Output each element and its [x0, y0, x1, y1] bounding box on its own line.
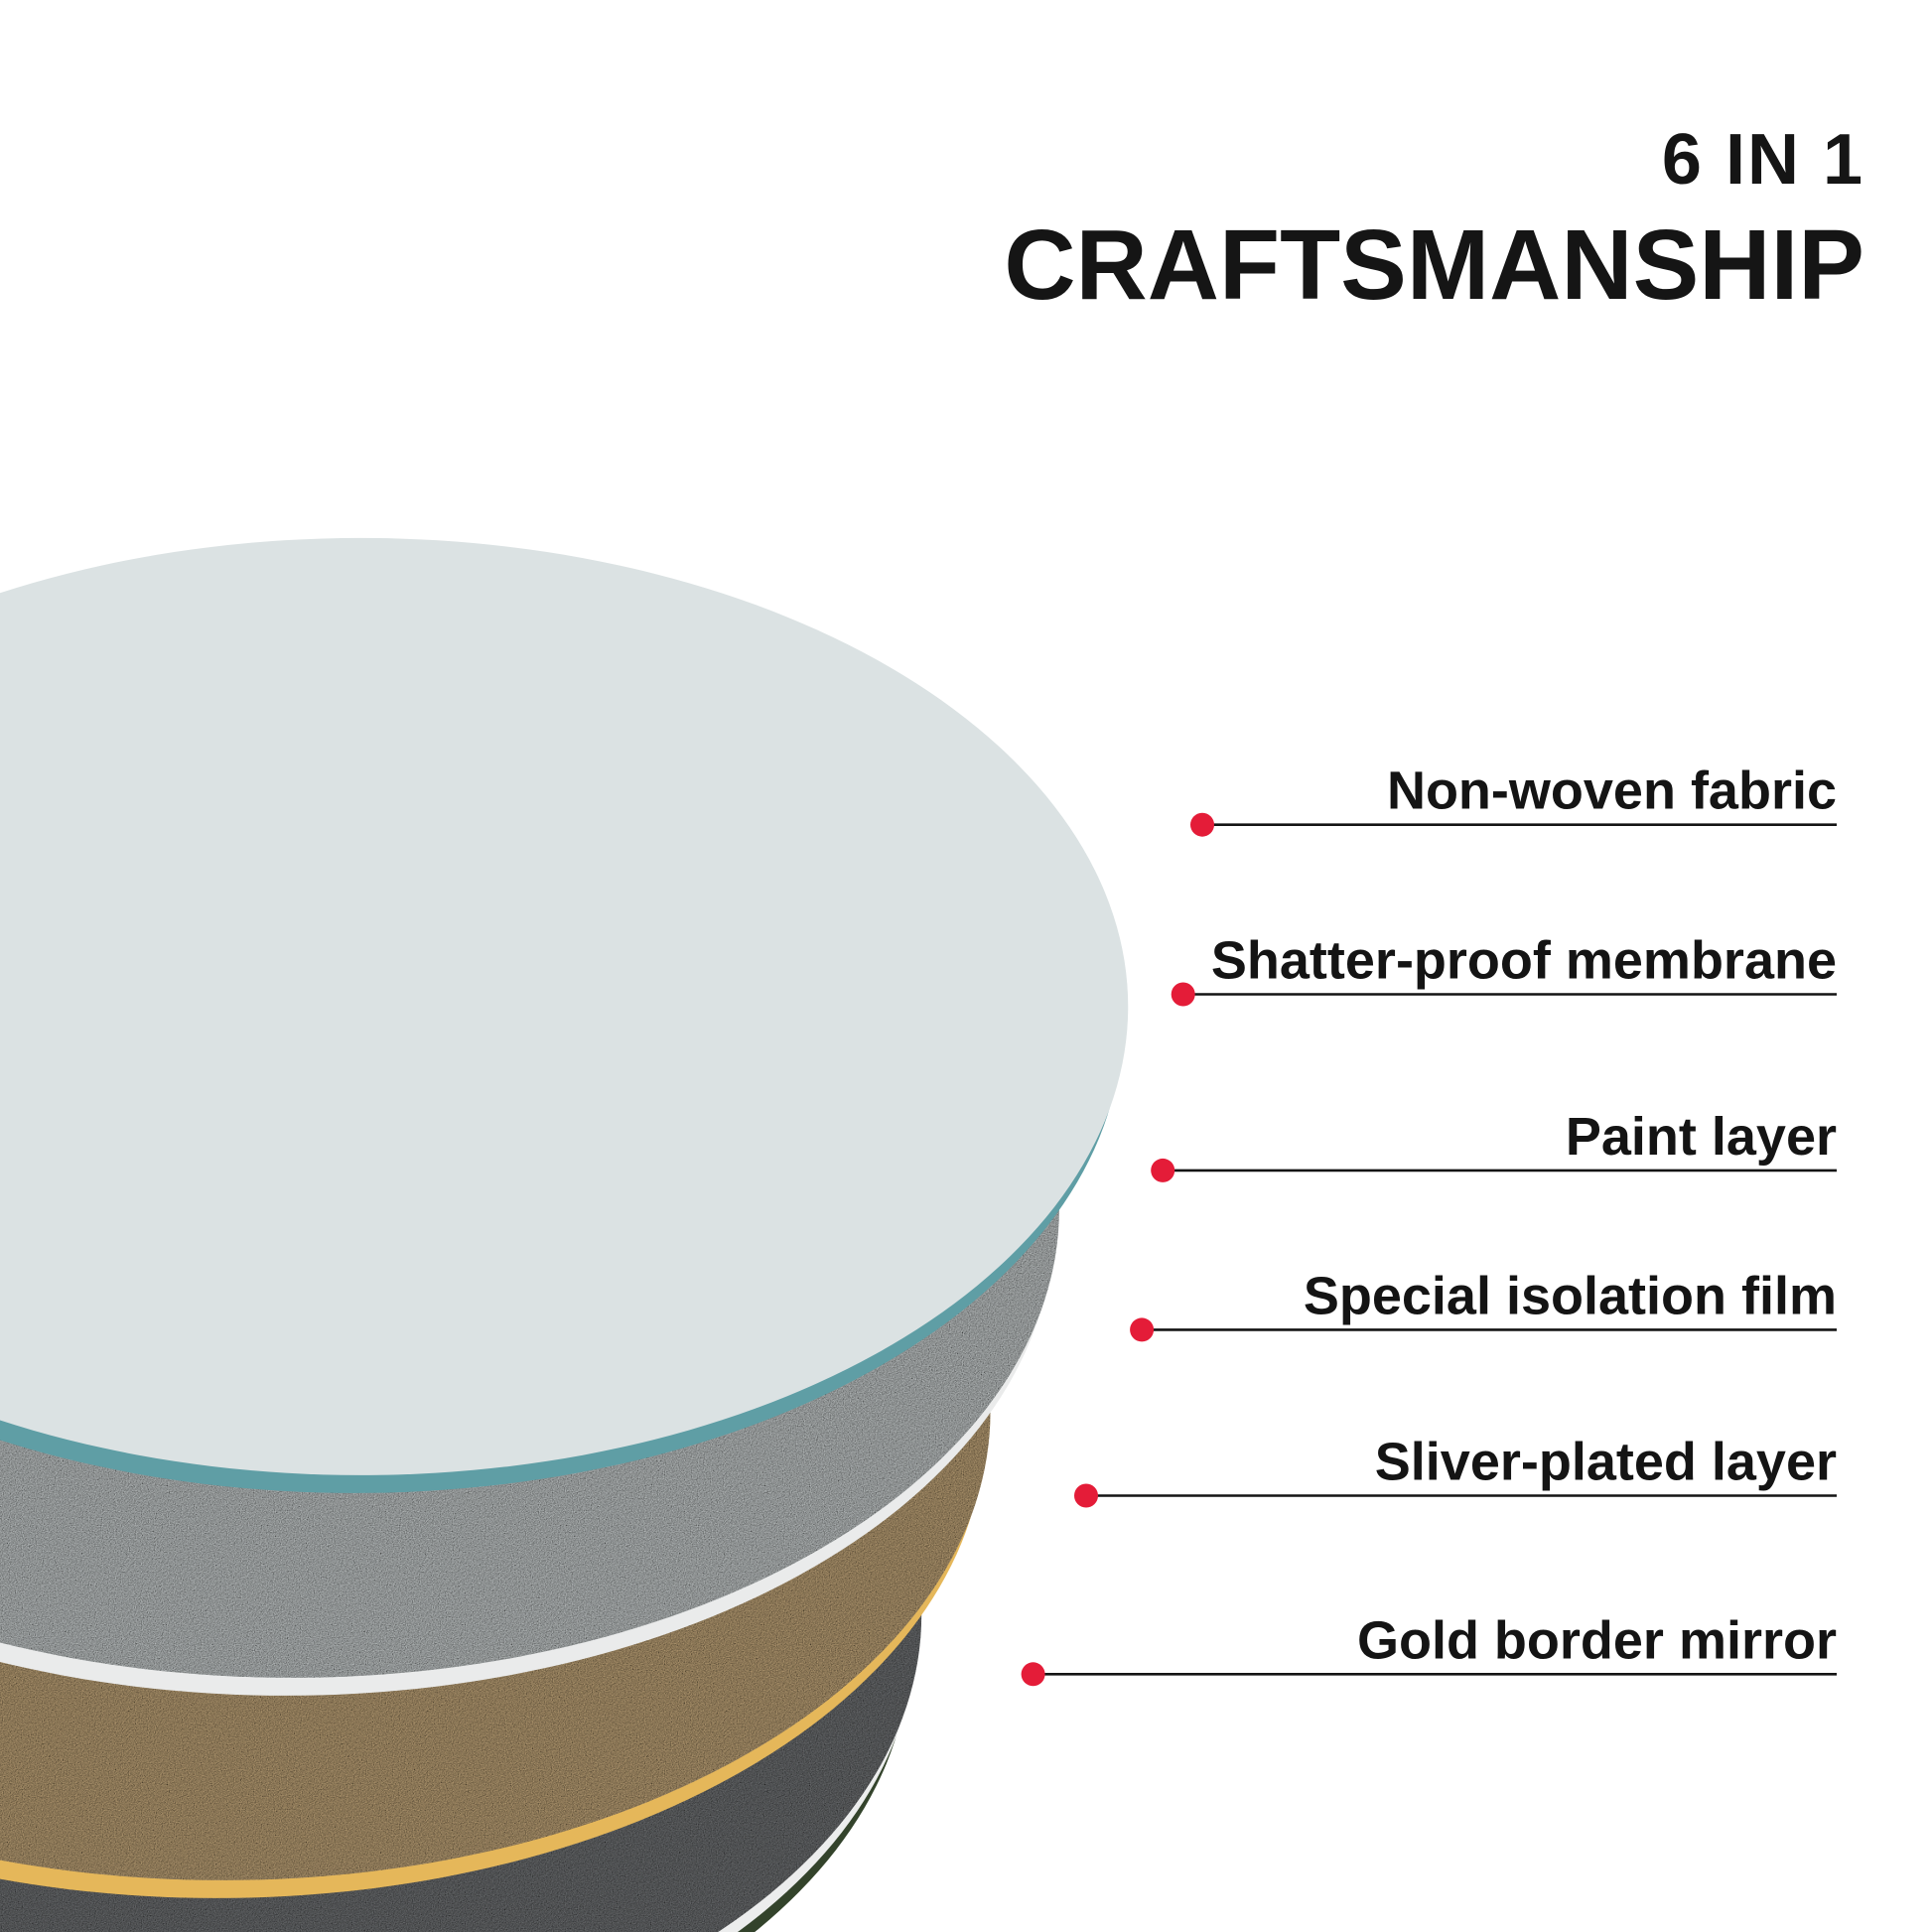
svg-text:Shatter-proof membrane: Shatter-proof membrane: [1211, 931, 1837, 991]
svg-text:Gold border mirror: Gold border mirror: [1357, 1610, 1837, 1670]
svg-text:Sliver-plated layer: Sliver-plated layer: [1375, 1433, 1837, 1492]
svg-text:Special isolation film: Special isolation film: [1304, 1266, 1837, 1325]
svg-text:Paint layer: Paint layer: [1566, 1107, 1837, 1167]
svg-text:Non-woven fabric: Non-woven fabric: [1387, 761, 1837, 821]
